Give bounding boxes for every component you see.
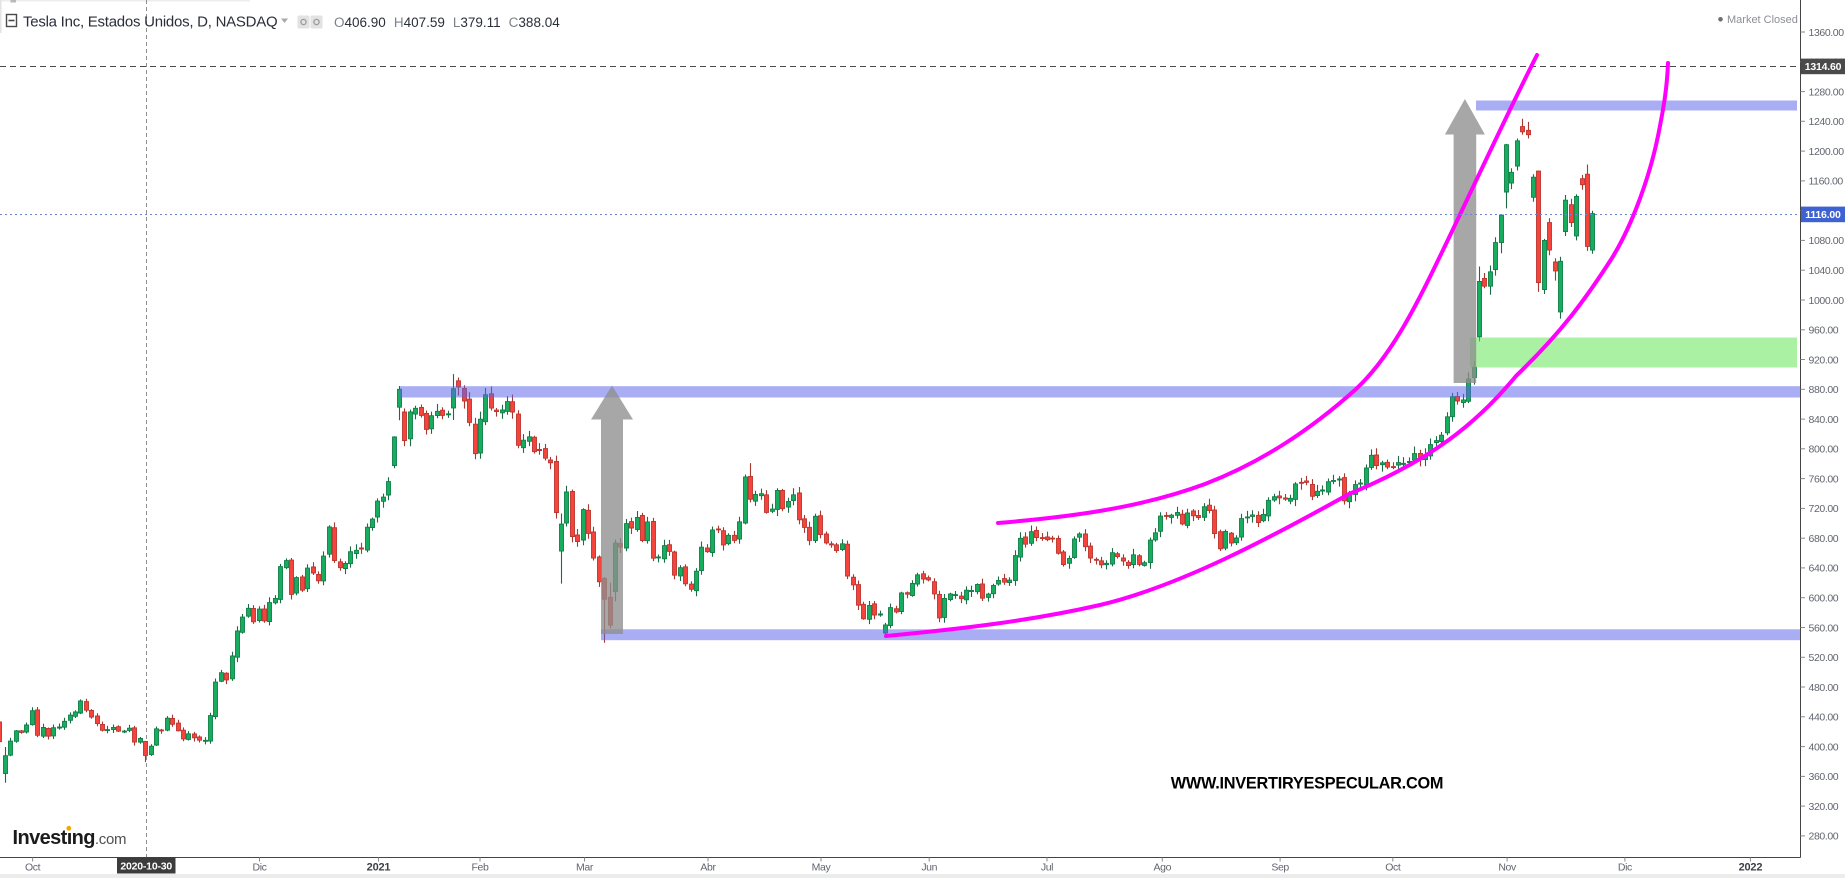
svg-text:Tesla Inc, Estados Unidos, D,: Tesla Inc, Estados Unidos, D, NASDAQ bbox=[23, 14, 277, 31]
svg-text:720.00: 720.00 bbox=[1809, 503, 1839, 515]
svg-text:Feb: Feb bbox=[472, 862, 489, 874]
svg-text:640.00: 640.00 bbox=[1809, 563, 1839, 575]
svg-text:May: May bbox=[812, 862, 832, 874]
svg-text:Oct: Oct bbox=[25, 862, 41, 874]
svg-text:920.00: 920.00 bbox=[1809, 354, 1839, 366]
svg-text:1200.00: 1200.00 bbox=[1809, 146, 1845, 158]
svg-text:Market Closed: Market Closed bbox=[1727, 14, 1798, 26]
svg-text:Mar: Mar bbox=[576, 862, 594, 874]
svg-text:360.00: 360.00 bbox=[1809, 771, 1839, 783]
svg-text:800.00: 800.00 bbox=[1809, 444, 1839, 456]
svg-text:Dic: Dic bbox=[253, 862, 267, 874]
svg-text:1000.00: 1000.00 bbox=[1809, 295, 1845, 307]
svg-text:Ago: Ago bbox=[1154, 862, 1172, 874]
svg-text:1360.00: 1360.00 bbox=[1809, 27, 1845, 39]
svg-text:520.00: 520.00 bbox=[1809, 652, 1839, 664]
svg-text:1080.00: 1080.00 bbox=[1809, 235, 1845, 247]
svg-text:Oct: Oct bbox=[1385, 862, 1401, 874]
svg-text:760.00: 760.00 bbox=[1809, 473, 1839, 485]
svg-text:1040.00: 1040.00 bbox=[1809, 265, 1845, 277]
svg-text:560.00: 560.00 bbox=[1809, 622, 1839, 634]
svg-text:440.00: 440.00 bbox=[1809, 712, 1839, 724]
svg-text:1280.00: 1280.00 bbox=[1809, 86, 1845, 98]
svg-text:840.00: 840.00 bbox=[1809, 414, 1839, 426]
svg-text:400.00: 400.00 bbox=[1809, 741, 1839, 753]
svg-text:Dic: Dic bbox=[1618, 862, 1632, 874]
svg-text:600.00: 600.00 bbox=[1809, 593, 1839, 605]
svg-text:2021: 2021 bbox=[367, 862, 391, 874]
svg-text:Sep: Sep bbox=[1271, 862, 1289, 874]
svg-text:Jul: Jul bbox=[1041, 862, 1053, 874]
svg-text:2022: 2022 bbox=[1739, 862, 1763, 874]
svg-text:1116.00: 1116.00 bbox=[1805, 209, 1841, 221]
svg-text:2020-10-30: 2020-10-30 bbox=[120, 861, 172, 873]
svg-text:1240.00: 1240.00 bbox=[1809, 116, 1845, 128]
svg-text:480.00: 480.00 bbox=[1809, 682, 1839, 694]
svg-text:680.00: 680.00 bbox=[1809, 533, 1839, 545]
svg-text:880.00: 880.00 bbox=[1809, 384, 1839, 396]
svg-text:Nov: Nov bbox=[1498, 862, 1517, 874]
svg-text:960.00: 960.00 bbox=[1809, 325, 1839, 337]
svg-text:Investıng.com: Investıng.com bbox=[13, 827, 127, 849]
svg-text:Jun: Jun bbox=[921, 862, 937, 874]
svg-text:320.00: 320.00 bbox=[1809, 801, 1839, 813]
svg-text:1314.60: 1314.60 bbox=[1805, 61, 1842, 73]
svg-text:WWW.INVERTIRYESPECULAR.COM: WWW.INVERTIRYESPECULAR.COM bbox=[1171, 775, 1443, 793]
svg-text:1160.00: 1160.00 bbox=[1809, 176, 1844, 188]
svg-text:Abr: Abr bbox=[700, 862, 716, 874]
svg-text:280.00: 280.00 bbox=[1809, 831, 1839, 843]
